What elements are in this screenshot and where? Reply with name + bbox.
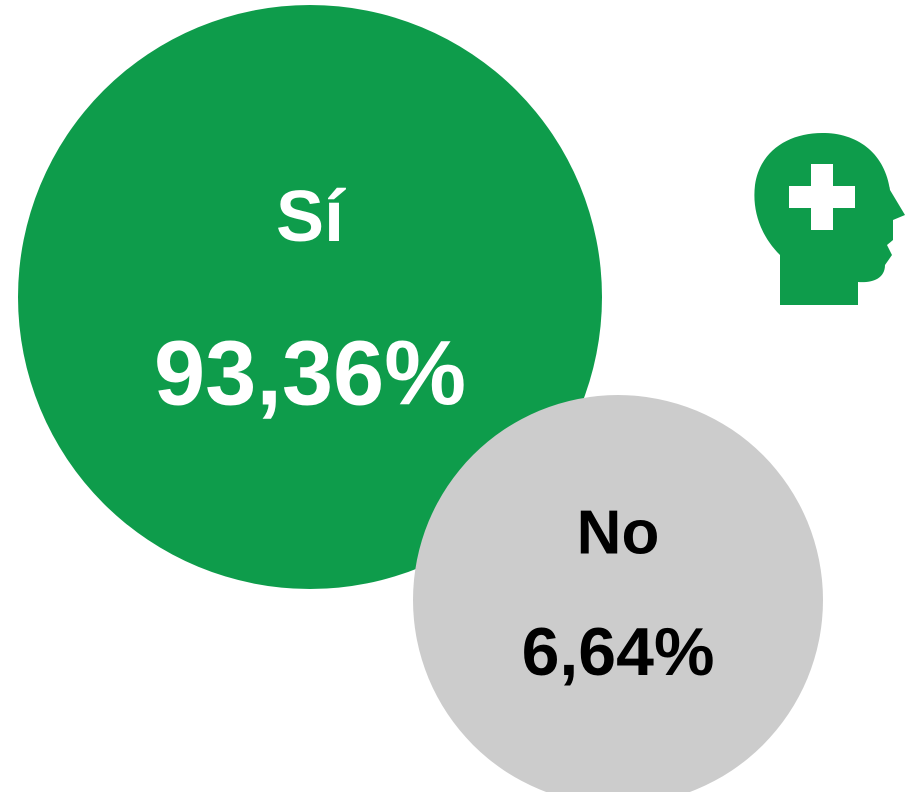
no-value: 6,64% (522, 614, 715, 690)
yes-circle (18, 5, 602, 589)
yes-label: Sí (276, 177, 346, 257)
no-circle (413, 395, 823, 792)
no-label: No (577, 498, 660, 567)
head-icon (754, 132, 905, 305)
yes-value: 93,36% (154, 322, 466, 424)
